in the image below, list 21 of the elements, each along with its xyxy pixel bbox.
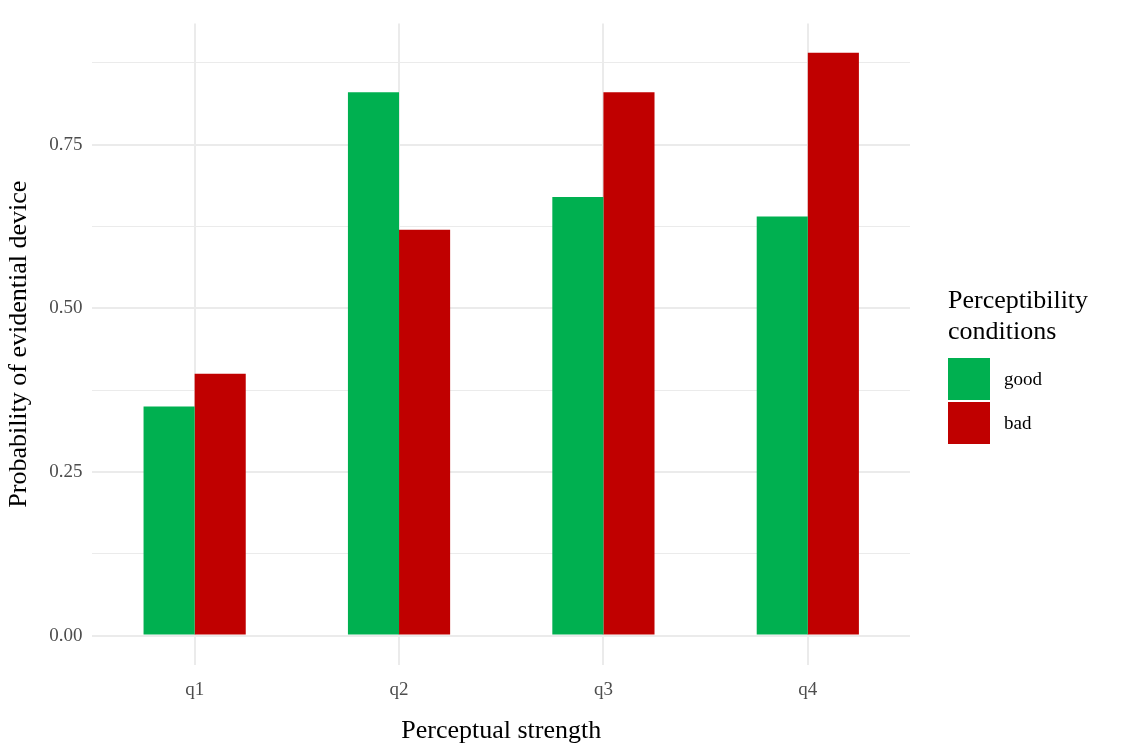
legend-label: good	[1004, 367, 1042, 390]
bar	[194, 373, 246, 635]
legend-label: bad	[1004, 411, 1032, 434]
bar	[756, 216, 808, 635]
bar	[552, 196, 604, 635]
bar	[807, 52, 859, 635]
y-axis-title: Probability of evidential device	[3, 180, 33, 508]
y-tick-label: 0.00	[49, 623, 83, 645]
x-tick-label: q2	[389, 678, 409, 700]
legend-title: Perceptibility conditions	[948, 283, 1090, 346]
x-tick-label: q4	[798, 678, 818, 700]
x-tick-label: q3	[593, 678, 613, 700]
y-tick-label: 0.75	[49, 132, 83, 154]
x-axis-title: Perceptual strength	[401, 715, 602, 745]
x-tick-label: q1	[185, 678, 205, 700]
bar	[347, 92, 400, 635]
y-tick-label: 0.50	[49, 296, 83, 318]
bar	[143, 406, 195, 635]
bar	[603, 92, 655, 635]
bar	[399, 229, 451, 635]
y-tick-label: 0.25	[49, 459, 83, 481]
